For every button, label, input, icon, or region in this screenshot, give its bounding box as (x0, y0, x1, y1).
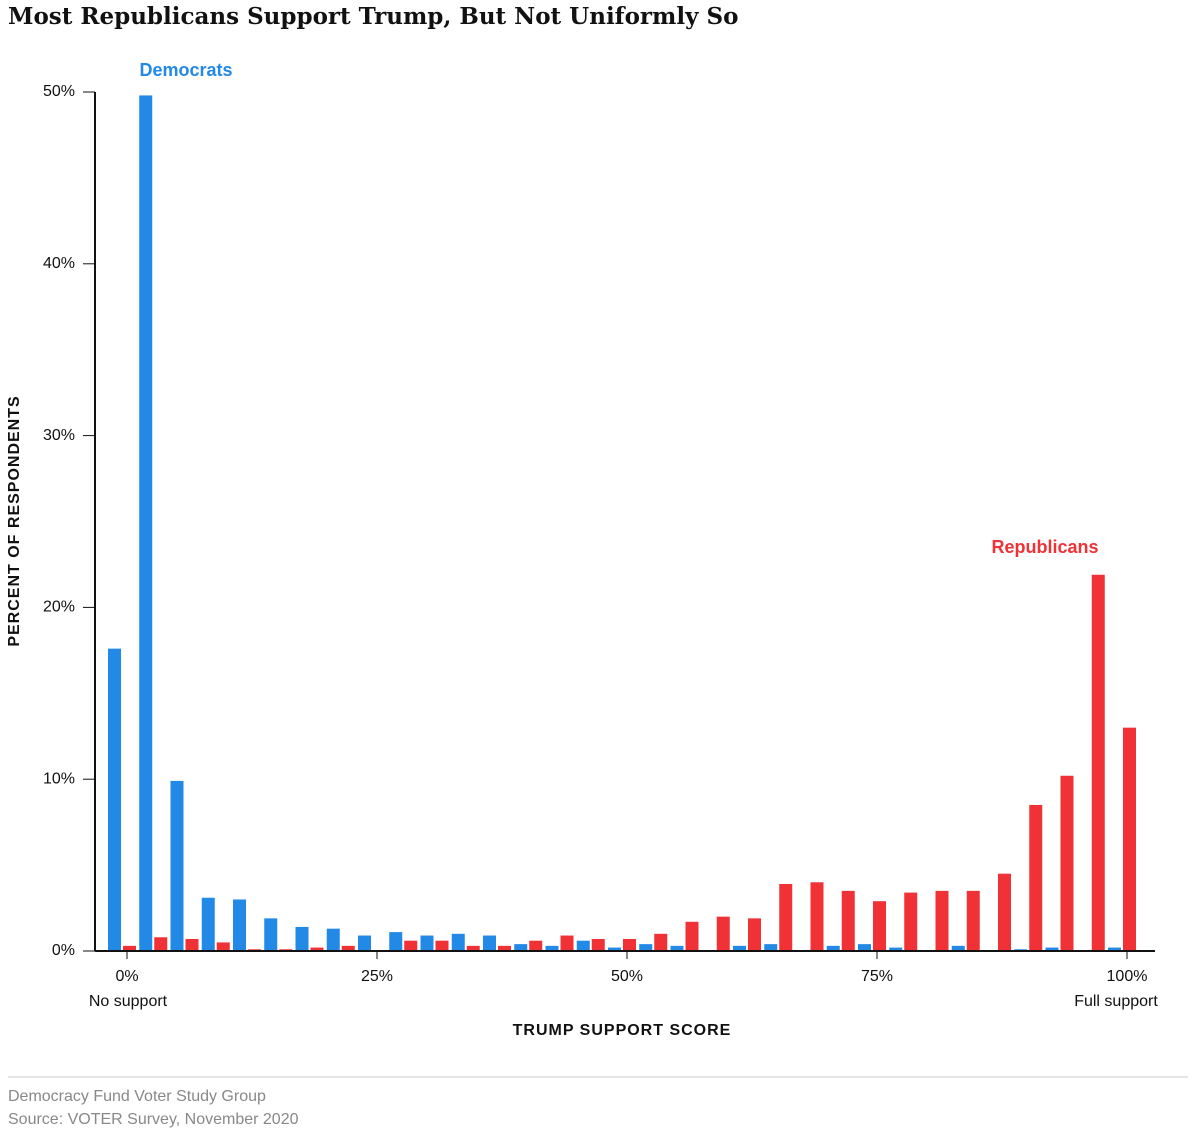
bar (889, 947, 903, 951)
series-label: Democrats (139, 60, 232, 80)
bar (498, 945, 511, 951)
bar (826, 945, 840, 951)
series-label: Republicans (991, 537, 1098, 557)
x-tick-label: 0% (115, 968, 138, 985)
bar (733, 945, 746, 951)
bar (810, 882, 824, 951)
bar (341, 945, 355, 951)
bar (326, 928, 340, 951)
y-axis-title: PERCENT OF RESPONDENTS (6, 395, 23, 646)
bar (1108, 947, 1121, 951)
bar (998, 873, 1011, 951)
bar (576, 940, 590, 951)
y-tick-label: 30% (43, 427, 75, 444)
x-axis-title: TRUMP SUPPORT SCORE (513, 1022, 732, 1039)
bar (873, 901, 886, 951)
bar (123, 945, 136, 951)
bar (216, 942, 230, 951)
bar (233, 899, 246, 951)
bar (514, 944, 528, 951)
bar (170, 780, 184, 951)
footer: Source: VOTER Survey, November 2020 (8, 1111, 299, 1128)
bar (779, 883, 793, 951)
annotation: Full support (1074, 993, 1158, 1010)
bar (904, 892, 918, 951)
bar (1045, 947, 1059, 951)
bar (451, 933, 465, 951)
bar (264, 918, 278, 951)
bar (139, 95, 153, 952)
bar (1123, 727, 1136, 951)
bar (201, 897, 215, 951)
x-tick-label: 100% (1107, 968, 1148, 985)
bar (560, 935, 574, 951)
bar (935, 890, 949, 951)
footer: Democracy Fund Voter Study Group (8, 1088, 266, 1105)
y-tick-label: 40% (43, 255, 75, 272)
bar (358, 935, 371, 951)
bar (1029, 804, 1043, 951)
bar (639, 944, 653, 951)
y-tick-label: 50% (43, 83, 75, 100)
bar (951, 945, 965, 951)
chart-title: Most Republicans Support Trump, But Not … (8, 3, 738, 30)
x-tick-label: 75% (861, 968, 893, 985)
bar (529, 940, 543, 951)
bar (108, 648, 121, 951)
bar (1091, 574, 1105, 951)
bar (841, 890, 855, 951)
bar (295, 926, 309, 951)
bar (389, 932, 403, 951)
bar (545, 945, 559, 951)
bar (623, 938, 636, 951)
y-tick-label: 0% (52, 942, 75, 959)
annotation: No support (89, 993, 168, 1010)
bar (966, 890, 980, 951)
bar (591, 938, 605, 951)
bar (435, 940, 449, 951)
bar (716, 916, 730, 951)
bar (154, 937, 168, 951)
bar (608, 947, 621, 951)
bar (420, 935, 434, 951)
bar (404, 940, 418, 951)
x-tick-label: 25% (361, 968, 393, 985)
bar (310, 947, 324, 951)
bar (748, 918, 761, 951)
bar (858, 944, 871, 951)
bar (185, 938, 199, 951)
bar (654, 933, 668, 951)
bar (1060, 775, 1074, 951)
x-tick-label: 50% (611, 968, 643, 985)
bar (670, 945, 684, 951)
y-tick-label: 20% (43, 599, 75, 616)
y-tick-label: 10% (43, 770, 75, 787)
bar (685, 921, 699, 951)
bar (764, 944, 778, 951)
bar (466, 945, 480, 951)
bar (483, 935, 496, 951)
